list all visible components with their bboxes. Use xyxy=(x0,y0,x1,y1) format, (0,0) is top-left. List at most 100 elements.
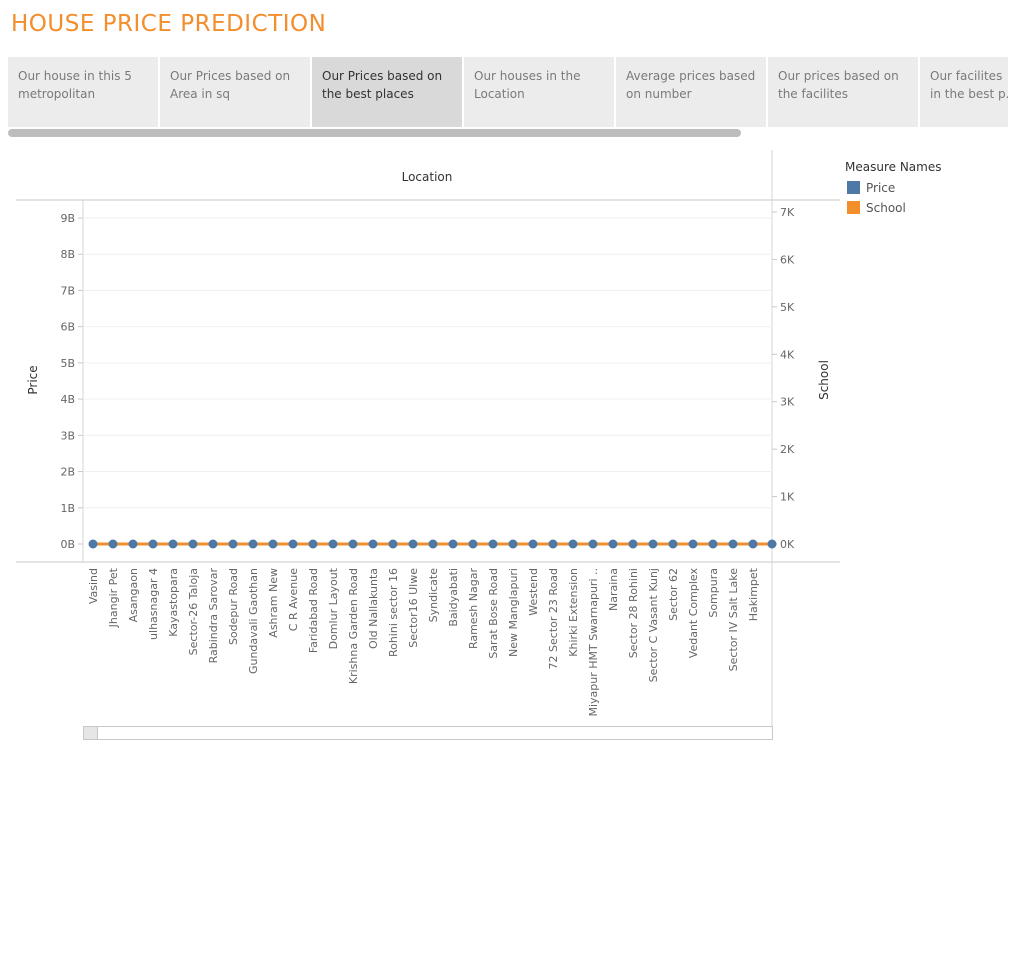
x-tick-label: C R Avenue xyxy=(287,568,300,631)
y-left-tick-label: 0B xyxy=(60,538,75,551)
x-tick-label: Syndicate xyxy=(427,568,440,623)
y-right-tick-label: 2K xyxy=(780,443,795,456)
x-tick-label: Gundavali Gaothan xyxy=(247,568,260,674)
y-left-tick-label: 6B xyxy=(60,321,75,334)
x-tick-label: Sector C Vasant Kunj xyxy=(647,568,660,682)
tab-label-line1: Our houses in the xyxy=(474,69,581,83)
x-tick-label: Jhangir Pet xyxy=(107,567,120,628)
price-point xyxy=(388,539,398,549)
x-tick-label: Rabindra Sarovar xyxy=(207,568,220,664)
scrollbar-thumb[interactable] xyxy=(84,727,98,739)
tab-strip-scrollbar[interactable] xyxy=(8,129,741,137)
tab-label-line2: the best places xyxy=(322,87,414,101)
x-tick-label: Krishna Garden Road xyxy=(347,568,360,684)
x-tick-label: Sector 62 xyxy=(667,568,680,621)
tab-label-line1: Our house in this 5 xyxy=(18,69,132,83)
y-left-tick-label: 2B xyxy=(60,466,75,479)
chart-horizontal-scrollbar[interactable] xyxy=(83,726,773,740)
price-point xyxy=(748,539,758,549)
price-point xyxy=(508,539,518,549)
price-point xyxy=(148,539,158,549)
x-tick-label: Ashram New xyxy=(267,568,280,638)
x-tick-label: Khirki Extension xyxy=(567,568,580,657)
y-right-tick-label: 4K xyxy=(780,348,795,361)
x-tick-label: Sompura xyxy=(707,568,720,618)
legend: Measure Names Price School xyxy=(845,160,1005,218)
price-point xyxy=(188,539,198,549)
legend-label-price: Price xyxy=(866,181,896,195)
x-tick-label: Baidyabati xyxy=(447,568,460,627)
price-point xyxy=(108,539,118,549)
x-tick-label: New Manglapuri xyxy=(507,568,520,657)
x-tick-label: Sarat Bose Road xyxy=(487,568,500,659)
y-axis-label-price: Price xyxy=(26,365,40,394)
x-tick-label: 72 Sector 23 Road xyxy=(547,568,560,669)
tab-label-line2: on number xyxy=(626,87,692,101)
price-point xyxy=(168,539,178,549)
price-point xyxy=(88,539,98,549)
tab-houses-location[interactable]: Our houses in the Location xyxy=(464,57,614,127)
x-tick-label: Ramesh Nagar xyxy=(467,568,480,650)
x-tick-label: Vedant Complex xyxy=(687,568,700,659)
price-point xyxy=(328,539,338,549)
x-tick-label: Old Nallakunta xyxy=(367,568,380,649)
price-point xyxy=(128,539,138,549)
y-right-ticks: 0K 1K 2K 3K 4K 5K 6K 7K xyxy=(772,206,795,551)
price-point xyxy=(348,539,358,549)
price-point xyxy=(408,539,418,549)
y-left-tick-label: 1B xyxy=(60,502,75,515)
tab-label-line2: Location xyxy=(474,87,525,101)
legend-label-school: School xyxy=(866,201,906,215)
y-left-tick-label: 9B xyxy=(60,212,75,225)
price-point xyxy=(548,539,558,549)
y-axis-label-school: School xyxy=(817,360,831,400)
y-left-tick-label: 7B xyxy=(60,284,75,297)
tab-label-line1: Average prices based xyxy=(626,69,756,83)
price-point xyxy=(428,539,438,549)
legend-item-school[interactable]: School xyxy=(845,198,1005,218)
price-point xyxy=(628,539,638,549)
y-right-tick-label: 0K xyxy=(780,538,795,551)
x-tick-label: Naraina xyxy=(607,568,620,611)
price-point xyxy=(688,539,698,549)
tab-label-line1: Our facilites xyxy=(930,69,1003,83)
column-header-location: Location xyxy=(402,170,453,184)
price-point xyxy=(668,539,678,549)
chart-frame xyxy=(16,150,840,740)
gridlines xyxy=(83,217,772,509)
y-right-tick-label: 5K xyxy=(780,301,795,314)
price-point xyxy=(608,539,618,549)
y-left-ticks: 0B 1B 2B 3B 4B 5B 6B 7B 8B 9B xyxy=(60,212,83,551)
legend-title: Measure Names xyxy=(845,160,942,174)
x-tick-label: Rohini sector 16 xyxy=(387,568,400,657)
tab-label-line2: Area in sq xyxy=(170,87,231,101)
price-point xyxy=(268,539,278,549)
page-title: HOUSE PRICE PREDICTION xyxy=(11,11,327,37)
y-left-tick-label: 5B xyxy=(60,357,75,370)
x-tick-label: Asangaon xyxy=(127,568,140,622)
legend-swatch-school xyxy=(847,201,860,214)
price-point xyxy=(728,539,738,549)
tab-prices-facilities[interactable]: Our prices based on the facilites xyxy=(768,57,918,127)
x-tick-labels: Vasind Jhangir Pet Asangaon ulhasnagar 4 Kay… xyxy=(87,567,760,716)
tab-label-line1: Our Prices based on xyxy=(322,69,443,83)
price-point xyxy=(767,539,777,549)
y-right-tick-label: 3K xyxy=(780,396,795,409)
tab-label-line2: in the best p... xyxy=(930,87,1008,101)
price-point xyxy=(648,539,658,549)
price-point xyxy=(248,539,258,549)
tab-house-metropolitan[interactable]: Our house in this 5 metropolitan xyxy=(8,57,158,127)
tab-average-prices[interactable]: Average prices based on number xyxy=(616,57,766,127)
x-tick-label: Miyapur HMT Swarnapuri .. xyxy=(587,568,600,717)
tab-label-line1: Our Prices based on xyxy=(170,69,291,83)
tab-prices-area[interactable]: Our Prices based on Area in sq xyxy=(160,57,310,127)
tab-facilities-best-places[interactable]: Our facilites in the best p... xyxy=(920,57,1008,127)
price-point xyxy=(368,539,378,549)
price-point xyxy=(208,539,218,549)
y-right-tick-label: 1K xyxy=(780,491,795,504)
legend-item-price[interactable]: Price xyxy=(845,178,1005,198)
price-point xyxy=(448,539,458,549)
tab-prices-best-places[interactable]: Our Prices based on the best places xyxy=(312,57,462,127)
price-point xyxy=(568,539,578,549)
y-right-tick-label: 6K xyxy=(780,253,795,266)
